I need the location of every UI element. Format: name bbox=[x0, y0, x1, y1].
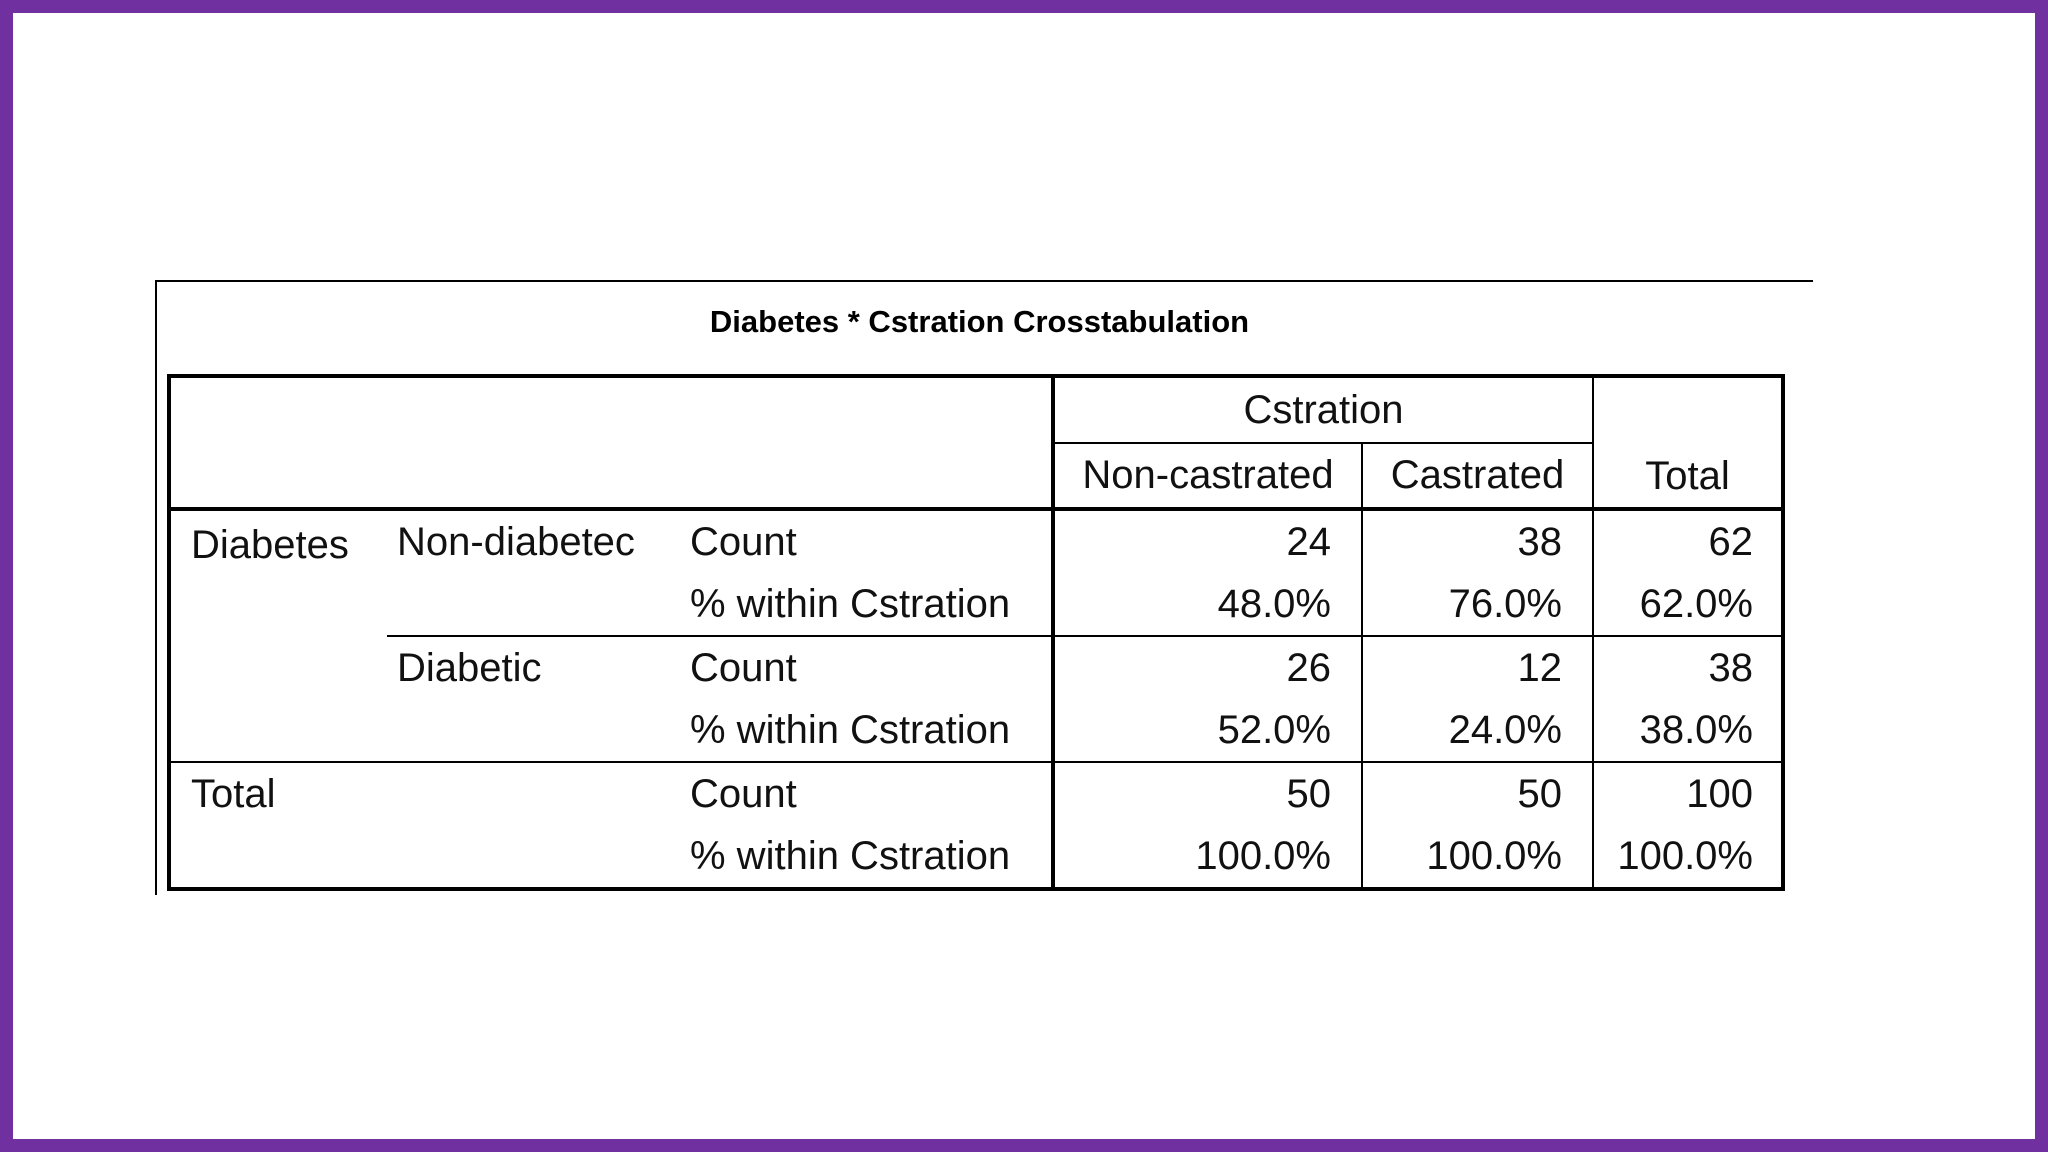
empty-cell bbox=[387, 573, 684, 636]
stat-label: Count bbox=[684, 635, 1053, 699]
table-cell: 24 bbox=[1051, 509, 1362, 573]
table-cell: 62.0% bbox=[1592, 573, 1783, 636]
stat-label: % within Cstration bbox=[690, 833, 1011, 878]
table-cell: 52.0% bbox=[1051, 699, 1362, 762]
empty-cell bbox=[387, 699, 684, 762]
table-row: % within Cstration 100.0% 100.0% 100.0% bbox=[169, 825, 1783, 889]
empty-cell bbox=[387, 761, 684, 825]
table-cell: 100 bbox=[1592, 761, 1783, 825]
table-cell: 62 bbox=[1592, 509, 1783, 573]
row-variable-label: Diabetes bbox=[191, 523, 349, 567]
group-label-diabetic: Diabetic bbox=[387, 635, 684, 699]
table-row: % within Cstration 52.0% 24.0% 38.0% bbox=[169, 699, 1783, 762]
header-corner bbox=[169, 376, 1053, 511]
table-cell: 76.0% bbox=[1361, 573, 1593, 636]
stat-label: Count bbox=[684, 761, 1053, 825]
column-group-header: Cstration bbox=[1051, 376, 1593, 444]
stat-label: % within Cstration bbox=[690, 581, 1011, 626]
table-row: Diabetes Non-diabetec Count 24 38 62 bbox=[169, 509, 1783, 573]
empty-cell bbox=[169, 825, 387, 889]
slide-canvas: Diabetes * Cstration Crosstabulation Cst… bbox=[13, 13, 2035, 1139]
table-cell: 48.0% bbox=[1051, 573, 1362, 636]
spss-output-frame: Diabetes * Cstration Crosstabulation Cst… bbox=[155, 280, 1813, 895]
empty-cell bbox=[387, 825, 684, 889]
table-title: Diabetes * Cstration Crosstabulation bbox=[709, 304, 1250, 339]
table-cell: 100.0% bbox=[1592, 825, 1783, 889]
header-row-1: Cstration Total bbox=[169, 376, 1783, 511]
table-row: Total Count 50 50 100 bbox=[169, 761, 1783, 825]
group-label-non-diabetec: Non-diabetec bbox=[397, 519, 635, 564]
table-cell: 100.0% bbox=[1051, 825, 1362, 889]
table-cell: 26 bbox=[1051, 635, 1362, 699]
table-cell: 38.0% bbox=[1592, 699, 1783, 762]
table-row: Diabetic Count 26 12 38 bbox=[169, 635, 1783, 699]
table-cell: 38 bbox=[1592, 635, 1783, 699]
header-row-2: Non-castrated Castrated bbox=[169, 443, 1783, 511]
table-cell: 12 bbox=[1361, 635, 1593, 699]
table-cell: 38 bbox=[1361, 509, 1593, 573]
total-column-header: Total bbox=[1592, 376, 1783, 511]
stat-label: % within Cstration bbox=[690, 707, 1011, 752]
table-row: % within Cstration 48.0% 76.0% 62.0% bbox=[169, 573, 1783, 636]
table-cell: 50 bbox=[1361, 761, 1593, 825]
table-cell: 24.0% bbox=[1361, 699, 1593, 762]
column-header-non-castrated: Non-castrated bbox=[1051, 443, 1362, 511]
total-row-label: Total bbox=[169, 761, 387, 825]
table-cell: 100.0% bbox=[1361, 825, 1593, 889]
column-header-castrated: Castrated bbox=[1361, 443, 1593, 511]
table-cell: 50 bbox=[1051, 761, 1362, 825]
stat-label: Count bbox=[690, 519, 797, 564]
crosstab-table: Cstration Total Non-castrated Castrated … bbox=[167, 374, 1785, 891]
